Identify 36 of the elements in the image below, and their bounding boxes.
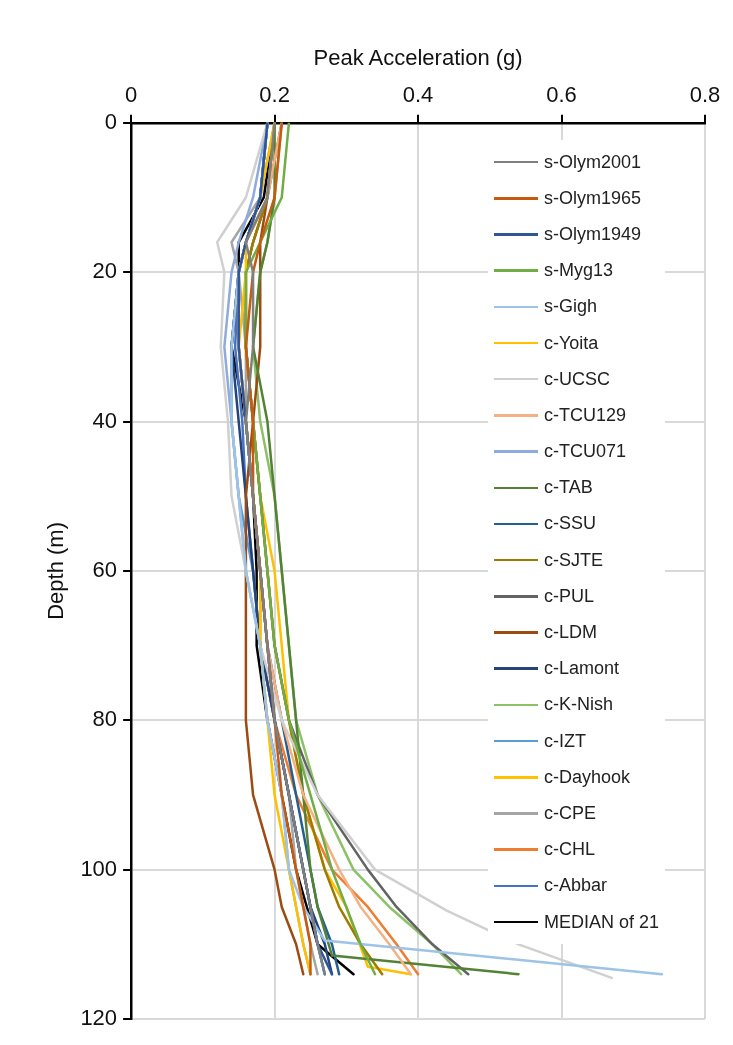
y-tick-label: 60 xyxy=(92,556,118,582)
y-tick-label: 20 xyxy=(92,258,118,284)
legend-label: c-Abbar xyxy=(544,875,608,897)
legend-label: c-UCSC xyxy=(544,368,610,390)
legend-label: s-Olym1949 xyxy=(544,223,642,245)
legend-label: c-SJTE xyxy=(544,549,604,571)
legend-label: c-CPE xyxy=(544,802,597,824)
x-axis-title: Peak Acceleration (g) xyxy=(313,45,523,71)
legend-label: c-TAB xyxy=(544,477,593,499)
x-tick-label: 0.2 xyxy=(259,81,290,107)
legend-label: s-Gigh xyxy=(544,296,598,318)
x-tick-label: 0 xyxy=(124,81,138,107)
x-tick-label: 0.6 xyxy=(546,81,577,107)
legend-label: s-Myg13 xyxy=(544,260,614,282)
x-tick-label: 0.4 xyxy=(402,81,434,107)
legend-label: c-PUL xyxy=(544,585,595,607)
legend-label: s-Olym2001 xyxy=(544,151,642,173)
y-tick-label: 80 xyxy=(92,706,118,732)
legend-label: c-IZT xyxy=(544,730,586,752)
y-tick-label: 0 xyxy=(104,108,118,134)
legend-label: s-Olym1965 xyxy=(544,187,642,209)
legend-label: c-SSU xyxy=(544,513,597,535)
legend-label: c-Yoita xyxy=(544,332,599,354)
x-tick-label: 0.8 xyxy=(689,81,721,107)
legend-label: MEDIAN of 21 xyxy=(544,911,660,933)
legend-label: c-CHL xyxy=(544,839,596,861)
legend-label: c-TCU129 xyxy=(544,404,627,426)
legend-label: c-TCU071 xyxy=(544,441,627,463)
legend-label: c-Lamont xyxy=(544,658,620,680)
y-tick-label: 40 xyxy=(92,407,118,433)
legend-label: c-Dayhook xyxy=(544,766,631,788)
y-tick-label: 120 xyxy=(80,1005,118,1031)
y-tick-label: 100 xyxy=(80,855,118,881)
legend-label: c-LDM xyxy=(544,622,597,644)
legend-label: c-K-Nish xyxy=(544,694,614,716)
y-axis-title: Depth (m) xyxy=(43,522,69,620)
